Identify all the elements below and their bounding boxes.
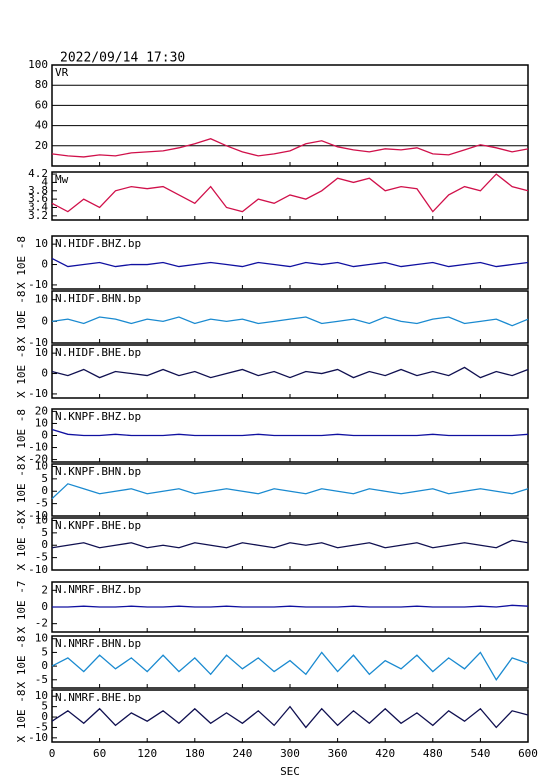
y-tick-label: -10 (28, 336, 48, 349)
y-axis-label: X 10E -8 (15, 409, 28, 462)
y-tick-label: -10 (28, 563, 48, 576)
x-axis-label: SEC (280, 765, 300, 778)
x-tick-label: 60 (93, 747, 106, 760)
panel-name: N.HIDF.BHE.bp (55, 346, 141, 359)
y-tick-label: -2 (35, 617, 48, 630)
y-tick-label: -10 (28, 731, 48, 744)
panel-name: Mw (55, 173, 69, 186)
y-tick-label: 10 (35, 632, 48, 645)
y-tick-label: 10 (35, 237, 48, 250)
y-axis-label: X 10E -8 (15, 690, 28, 743)
y-tick-label: 2 (41, 583, 48, 596)
y-axis-label: X 10E -8 (15, 464, 28, 517)
panel-frame (51, 171, 529, 221)
y-axis-label: X 10E -8 (15, 518, 28, 571)
trace (51, 705, 529, 729)
trace (51, 483, 529, 500)
y-axis-label: X 10E -8 (15, 345, 28, 398)
y-tick-label: 20 (35, 139, 48, 152)
y-tick-label: 3.4 (28, 200, 48, 213)
y-tick-label: 0 (41, 367, 48, 380)
trace (51, 173, 529, 213)
y-tick-label: 5 (41, 645, 48, 658)
y-tick-label: 5 (41, 526, 48, 539)
y-tick-label: 80 (35, 78, 48, 91)
y-axis-label: X 10E -7 (15, 581, 28, 634)
trace (52, 604, 529, 608)
y-tick-label: 4.2 (28, 167, 48, 180)
y-tick-label: -10 (28, 387, 48, 400)
y-tick-label: 3.6 (28, 192, 48, 205)
panel-name: N.HIDF.BHN.bp (55, 292, 141, 305)
trace (51, 366, 529, 379)
trace (51, 257, 529, 268)
y-tick-label: 5 (41, 472, 48, 485)
y-tick-label: 10 (35, 346, 48, 359)
y-tick-label: 0 (41, 484, 48, 497)
y-tick-label: 100 (28, 58, 48, 71)
x-tick-label: 120 (137, 747, 157, 760)
trace (51, 651, 529, 681)
y-tick-label: 10 (35, 689, 48, 702)
y-tick-label: 10 (35, 416, 48, 429)
y-tick-label: -5 (35, 497, 48, 510)
trace (51, 428, 529, 437)
panel-name: N.HIDF.BHZ.bp (55, 237, 141, 250)
x-tick-label: 180 (185, 747, 205, 760)
trace (51, 316, 529, 327)
panel-name: N.KNPF.BHE.bp (55, 519, 141, 532)
y-tick-label: 0 (41, 314, 48, 327)
y-tick-label: -10 (28, 509, 48, 522)
x-tick-label: 540 (470, 747, 490, 760)
x-tick-label: 0 (49, 747, 56, 760)
y-axis-label: X 10E -8 (15, 636, 28, 689)
x-tick-label: 240 (232, 747, 252, 760)
y-tick-label: 4 (41, 175, 48, 188)
y-tick-label: 3.8 (28, 184, 48, 197)
y-axis-label: X 10E -8 (15, 236, 28, 289)
y-tick-label: 0 (41, 258, 48, 271)
trace (51, 539, 529, 549)
y-tick-label: -5 (35, 551, 48, 564)
y-tick-label: 10 (35, 459, 48, 472)
y-tick-label: 10 (35, 293, 48, 306)
y-tick-label: 3.2 (28, 209, 48, 222)
y-tick-label: -10 (28, 278, 48, 291)
y-tick-label: 5 (41, 700, 48, 713)
y-tick-label: -5 (35, 720, 48, 733)
y-tick-label: -10 (28, 441, 48, 454)
panel-name: VR (55, 66, 69, 79)
y-tick-label: 10 (35, 513, 48, 526)
x-tick-label: 420 (375, 747, 395, 760)
x-tick-label: 480 (423, 747, 443, 760)
y-tick-label: 40 (35, 119, 48, 132)
y-tick-label: -20 (28, 453, 48, 466)
x-tick-label: 300 (280, 747, 300, 760)
y-tick-label: 0 (41, 659, 48, 672)
panel-name: N.KNPF.BHN.bp (55, 465, 141, 478)
y-tick-label: 0 (41, 600, 48, 613)
panel-name: N.NMRF.BHZ.bp (55, 583, 141, 596)
y-tick-label: 0 (41, 710, 48, 723)
panel-name: N.NMRF.BHN.bp (55, 637, 141, 650)
y-tick-label: 60 (35, 98, 48, 111)
panel-name: N.NMRF.BHE.bp (55, 691, 141, 704)
y-tick-label: -5 (35, 673, 48, 686)
y-axis-label: X 10E -8 (15, 291, 28, 344)
y-tick-label: 0 (41, 538, 48, 551)
date-title: 2022/09/14 17:30 (60, 51, 185, 66)
y-tick-label: 20 (35, 404, 48, 417)
x-tick-label: 360 (328, 747, 348, 760)
x-tick-label: 600 (518, 747, 538, 760)
trace (51, 138, 529, 158)
panel-name: N.KNPF.BHZ.bp (55, 410, 141, 423)
y-tick-label: 0 (41, 429, 48, 442)
